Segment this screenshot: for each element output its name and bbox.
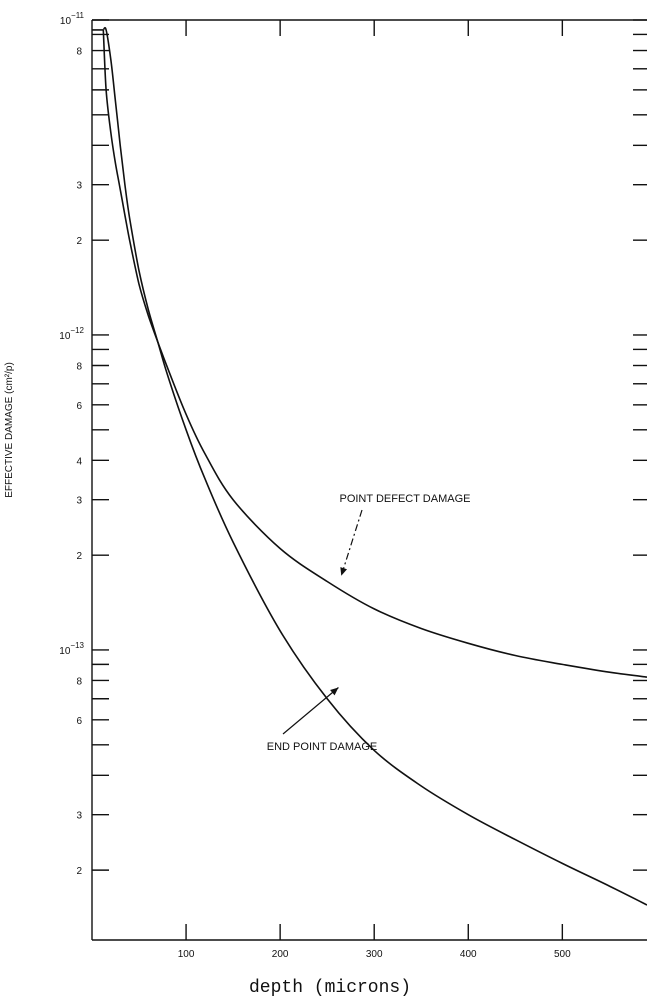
annotations: POINT DEFECT DAMAGE END POINT DAMAGE — [267, 493, 471, 753]
series-line-end-point-damage — [102, 26, 647, 906]
annotation-pointer — [340, 509, 363, 576]
annotation-arrowhead — [340, 567, 348, 576]
annotation-pointer — [282, 687, 339, 735]
y-axis-label: EFFECTIVE DAMAGE (cm²/p) — [4, 362, 15, 498]
tick-marks — [92, 19, 647, 940]
y-tick-label: 3 — [76, 181, 82, 192]
y-tick-label: 10−12 — [59, 326, 84, 342]
axes — [91, 19, 647, 941]
y-tick-label: 4 — [76, 456, 82, 467]
y-tick-label: 2 — [76, 236, 82, 247]
y-tick-label: 2 — [76, 866, 82, 877]
y-tick-label: 6 — [76, 401, 82, 412]
series-lines — [92, 26, 647, 906]
y-tick-label: 8 — [76, 47, 82, 58]
x-tick-label: 300 — [366, 949, 383, 960]
annotation-label: POINT DEFECT DAMAGE — [339, 493, 470, 505]
y-tick-label: 6 — [76, 716, 82, 727]
y-tick-label: 3 — [76, 811, 82, 822]
x-tick-label: 400 — [460, 949, 477, 960]
x-axis-label: depth (microns) — [249, 978, 411, 998]
y-tick-label: 8 — [76, 676, 82, 687]
series-line-point-defect-damage — [102, 29, 647, 678]
x-tick-label: 200 — [272, 949, 289, 960]
y-tick-label: 3 — [76, 496, 82, 507]
y-tick-label: 2 — [76, 551, 82, 562]
annotation-arrowhead — [330, 687, 339, 696]
x-tick-label: 100 — [178, 949, 195, 960]
y-tick-label: 10−13 — [59, 641, 84, 657]
y-tick-label: 10−11 — [60, 11, 85, 27]
y-tick-label: 8 — [76, 362, 82, 373]
x-tick-label: 500 — [554, 949, 571, 960]
annotation-label: END POINT DAMAGE — [267, 741, 377, 753]
tick-labels: 10−11 8 3 2 10−12 8 6 4 3 2 10−13 8 6 3 2 100 200 300 400 5… — [59, 11, 571, 960]
